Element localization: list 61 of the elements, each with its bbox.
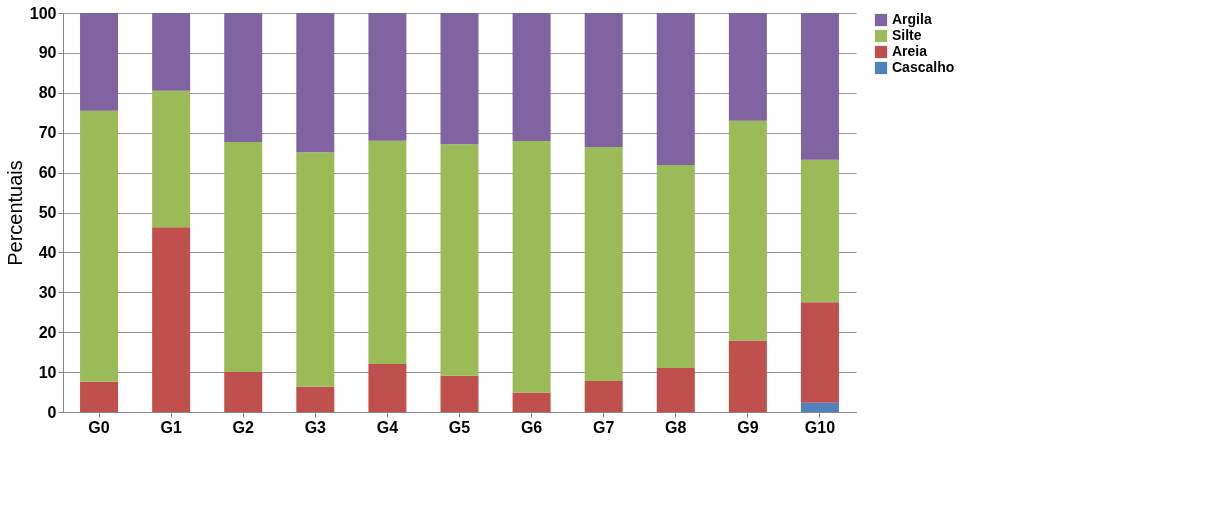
bar xyxy=(512,13,551,142)
bar xyxy=(728,120,767,341)
bar xyxy=(584,147,623,381)
bar xyxy=(440,13,479,145)
x-tick-label: G2 xyxy=(232,418,254,436)
bar xyxy=(152,13,191,91)
legend-label: Silte xyxy=(892,27,922,43)
bar xyxy=(296,386,335,412)
bar xyxy=(800,13,839,160)
x-tick-label: G6 xyxy=(520,418,543,436)
bar xyxy=(368,13,407,141)
bar xyxy=(368,364,407,412)
bar xyxy=(152,227,191,412)
bar xyxy=(800,302,839,403)
bar xyxy=(728,13,767,121)
x-tick-label: G4 xyxy=(376,418,399,436)
x-tick-label: G8 xyxy=(665,418,687,436)
x-tick-label: G9 xyxy=(737,418,759,436)
bar xyxy=(656,13,695,166)
bar xyxy=(656,368,695,412)
bar xyxy=(224,141,263,373)
y-tick-label: 30 xyxy=(38,283,57,301)
bar xyxy=(656,165,695,369)
bar xyxy=(152,90,191,228)
legend-label: Argila xyxy=(892,11,932,27)
bar xyxy=(584,380,623,412)
y-tick-label: 60 xyxy=(38,164,57,182)
y-tick-label: 40 xyxy=(38,243,57,261)
y-tick-label: 0 xyxy=(47,403,57,421)
x-tick-label: G1 xyxy=(160,418,182,436)
bar xyxy=(296,152,335,387)
y-tick-label: 70 xyxy=(38,124,57,142)
bar xyxy=(80,381,119,412)
bar xyxy=(224,372,263,412)
bar xyxy=(80,110,119,382)
bar xyxy=(440,144,479,376)
x-tick-label: G0 xyxy=(88,418,110,436)
bar xyxy=(80,13,119,111)
y-tick-label: 80 xyxy=(38,84,57,102)
x-tick-label: G7 xyxy=(593,418,615,436)
bar xyxy=(512,141,551,393)
y-tick-label: 100 xyxy=(29,4,57,22)
y-tick-label: 50 xyxy=(38,204,57,221)
y-tick-label: 90 xyxy=(38,44,57,62)
bar xyxy=(800,159,839,303)
y-tick-label: 20 xyxy=(38,323,57,341)
bar xyxy=(296,13,335,153)
y-axis-title: Percentuais xyxy=(3,160,26,266)
bar xyxy=(224,13,263,142)
x-tick-label: G3 xyxy=(304,418,327,436)
x-tick-label: G5 xyxy=(448,418,471,436)
legend-label: Cascalho xyxy=(892,59,955,75)
bar xyxy=(800,402,839,412)
y-tick-label: 10 xyxy=(38,363,57,381)
x-tick-label: G10 xyxy=(804,418,836,436)
bar xyxy=(368,140,407,365)
legend-label: Areia xyxy=(892,43,928,59)
bar xyxy=(584,13,623,148)
bar xyxy=(512,392,551,412)
bar xyxy=(728,340,767,412)
bar xyxy=(440,375,479,412)
